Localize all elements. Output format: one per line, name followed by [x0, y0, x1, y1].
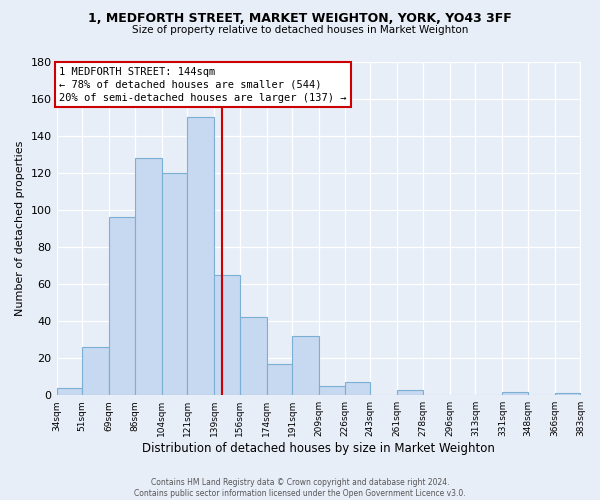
Text: Size of property relative to detached houses in Market Weighton: Size of property relative to detached ho… — [132, 25, 468, 35]
Bar — [109, 217, 134, 395]
Bar — [345, 382, 370, 395]
Bar — [292, 336, 319, 395]
Bar — [161, 172, 187, 395]
Y-axis label: Number of detached properties: Number of detached properties — [15, 140, 25, 316]
Bar — [502, 392, 528, 395]
Bar — [82, 347, 109, 395]
Bar — [214, 274, 240, 395]
Text: 1 MEDFORTH STREET: 144sqm
← 78% of detached houses are smaller (544)
20% of semi: 1 MEDFORTH STREET: 144sqm ← 78% of detac… — [59, 66, 347, 103]
X-axis label: Distribution of detached houses by size in Market Weighton: Distribution of detached houses by size … — [142, 442, 495, 455]
Text: Contains HM Land Registry data © Crown copyright and database right 2024.
Contai: Contains HM Land Registry data © Crown c… — [134, 478, 466, 498]
Bar — [397, 390, 423, 395]
Text: 1, MEDFORTH STREET, MARKET WEIGHTON, YORK, YO43 3FF: 1, MEDFORTH STREET, MARKET WEIGHTON, YOR… — [88, 12, 512, 26]
Bar — [134, 158, 161, 395]
Bar — [56, 388, 82, 395]
Bar — [240, 318, 267, 395]
Bar — [187, 117, 214, 395]
Bar — [555, 394, 580, 395]
Bar — [319, 386, 345, 395]
Bar — [267, 364, 292, 395]
